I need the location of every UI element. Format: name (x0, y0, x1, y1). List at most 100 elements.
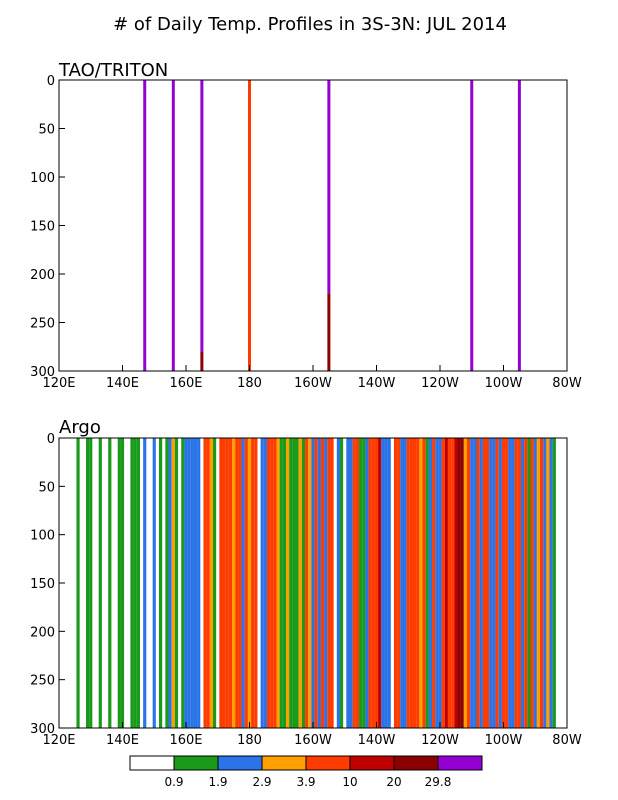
tao-columns (143, 80, 521, 371)
profile-column-1-56-0 (314, 438, 318, 728)
profile-column-1-99-0 (460, 438, 464, 728)
profile-column-1-42-0 (270, 438, 274, 728)
x-tick-label-1-6: 120W (421, 733, 459, 748)
profile-column-1-97-0 (454, 438, 458, 728)
profile-column-1-58-0 (320, 438, 325, 728)
profile-column-1-69-0 (362, 438, 366, 728)
x-tick-label-1-3: 180 (237, 733, 262, 748)
profile-column-1-0-0 (76, 438, 80, 728)
profile-column-1-100-0 (463, 438, 467, 728)
profile-column-1-90-0 (432, 438, 436, 728)
profile-column-1-48-0 (289, 438, 293, 728)
profile-column-1-119-0 (524, 438, 528, 728)
profile-column-1-55-0 (311, 438, 315, 728)
x-tick-label-0-0: 120E (42, 376, 75, 391)
colorbar-swatch-5 (349, 755, 395, 771)
profile-column-1-31-0 (232, 438, 236, 728)
profile-column-1-92-0 (438, 438, 442, 728)
y-tick-label-0-5: 250 (30, 317, 55, 332)
colorbar-swatch-4 (305, 755, 351, 771)
profile-column-1-89-0 (428, 438, 433, 728)
x-tick-label-0-8: 80W (552, 376, 582, 391)
x-tick-label-0-6: 120W (421, 376, 459, 391)
profile-column-0-2-0 (200, 80, 204, 352)
tao-y-ticks: 0 50 100 150 200 250 300 (30, 74, 65, 380)
y-tick-label-1-0: 0 (47, 432, 55, 447)
profile-column-1-14-0 (168, 438, 172, 728)
profile-column-1-60-0 (327, 438, 331, 728)
colorbar-swatch-6 (393, 755, 439, 771)
colorbar-label-1: 1.9 (208, 775, 227, 789)
profile-column-0-0-0 (143, 80, 147, 371)
colorbar-swatch-3 (261, 755, 307, 771)
profile-column-0-3-0 (248, 80, 251, 371)
profile-column-1-115-0 (511, 438, 515, 728)
profile-column-1-43-0 (273, 438, 277, 728)
profile-column-1-25-0 (209, 438, 213, 728)
x-tick-label-0-4: 160W (294, 376, 332, 391)
tao-triton-panel: TAO/TRITON 0 50 100 150 200 250 300 120E 140E 16… (30, 60, 582, 391)
figure-title: # of Daily Temp. Profiles in 3S-3N: JUL … (113, 14, 507, 35)
profile-column-0-5-0 (470, 80, 474, 371)
profile-column-1-2-0 (89, 438, 93, 728)
profile-column-1-128-0 (552, 438, 556, 728)
profile-column-1-127-0 (549, 438, 553, 728)
profile-column-1-94-0 (444, 438, 448, 728)
y-tick-label-1-4: 200 (30, 625, 55, 640)
profile-column-1-114-0 (508, 438, 512, 728)
x-tick-label-1-4: 160W (294, 733, 332, 748)
profile-column-1-107-0 (486, 438, 490, 728)
x-tick-label-0-5: 140W (358, 376, 396, 391)
profile-column-1-17-0 (181, 438, 185, 728)
colorbar-label-5: 20 (386, 775, 401, 789)
profile-column-1-96-0 (451, 438, 455, 728)
profile-column-1-18-0 (184, 438, 188, 728)
profile-column-1-102-0 (470, 438, 474, 728)
profile-column-1-76-0 (384, 438, 388, 728)
colorbar-swatch-1 (173, 755, 219, 771)
profile-column-1-71-0 (368, 438, 372, 728)
profile-column-1-8-0 (133, 438, 137, 728)
profile-column-1-33-0 (238, 438, 242, 728)
profile-column-1-1-0 (85, 438, 90, 728)
y-tick-label-1-2: 100 (30, 529, 55, 544)
profile-column-1-83-0 (409, 438, 414, 728)
profile-column-1-112-0 (501, 438, 506, 728)
profile-column-1-38-0 (254, 438, 258, 728)
y-tick-label-0-4: 200 (30, 268, 55, 283)
y-tick-label-1-6: 300 (30, 722, 55, 737)
x-tick-label-0-1: 140E (106, 376, 139, 391)
profile-column-1-77-0 (387, 438, 391, 728)
colorbar-label-2: 2.9 (252, 775, 271, 789)
profile-column-1-30-0 (228, 438, 233, 728)
profile-column-1-93-0 (441, 438, 445, 728)
profile-column-0-4-1 (327, 293, 331, 371)
x-tick-label-1-1: 140E (106, 733, 139, 748)
tao-plot-area (59, 80, 567, 371)
x-tick-label-0-3: 180 (237, 376, 262, 391)
profile-column-1-61-0 (330, 438, 334, 728)
profile-column-1-47-0 (286, 438, 290, 728)
colorbar-label-6: 29.8 (425, 775, 452, 789)
profile-column-1-113-0 (505, 438, 509, 728)
profile-column-1-86-0 (419, 438, 423, 728)
profile-column-1-120-0 (527, 438, 531, 728)
y-tick-label-1-1: 50 (38, 480, 55, 495)
y-tick-label-0-0: 0 (47, 74, 55, 89)
profile-column-1-51-0 (298, 438, 302, 728)
colorbar-label-3: 3.9 (296, 775, 315, 789)
profile-column-0-1-0 (171, 80, 175, 371)
profile-column-1-7-0 (130, 438, 134, 728)
profile-column-1-84-0 (413, 438, 417, 728)
profile-column-1-49-0 (292, 438, 296, 728)
profile-column-1-101-0 (466, 438, 471, 728)
colorbar-label-4: 10 (342, 775, 357, 789)
y-tick-label-0-2: 100 (30, 171, 55, 186)
argo-y-ticks: 0 50 100 150 200 250 300 (30, 432, 65, 737)
profile-column-1-125-0 (543, 438, 547, 728)
profile-column-1-104-0 (476, 438, 480, 728)
profile-column-1-3-0 (98, 438, 102, 728)
profile-column-1-29-0 (225, 438, 229, 728)
